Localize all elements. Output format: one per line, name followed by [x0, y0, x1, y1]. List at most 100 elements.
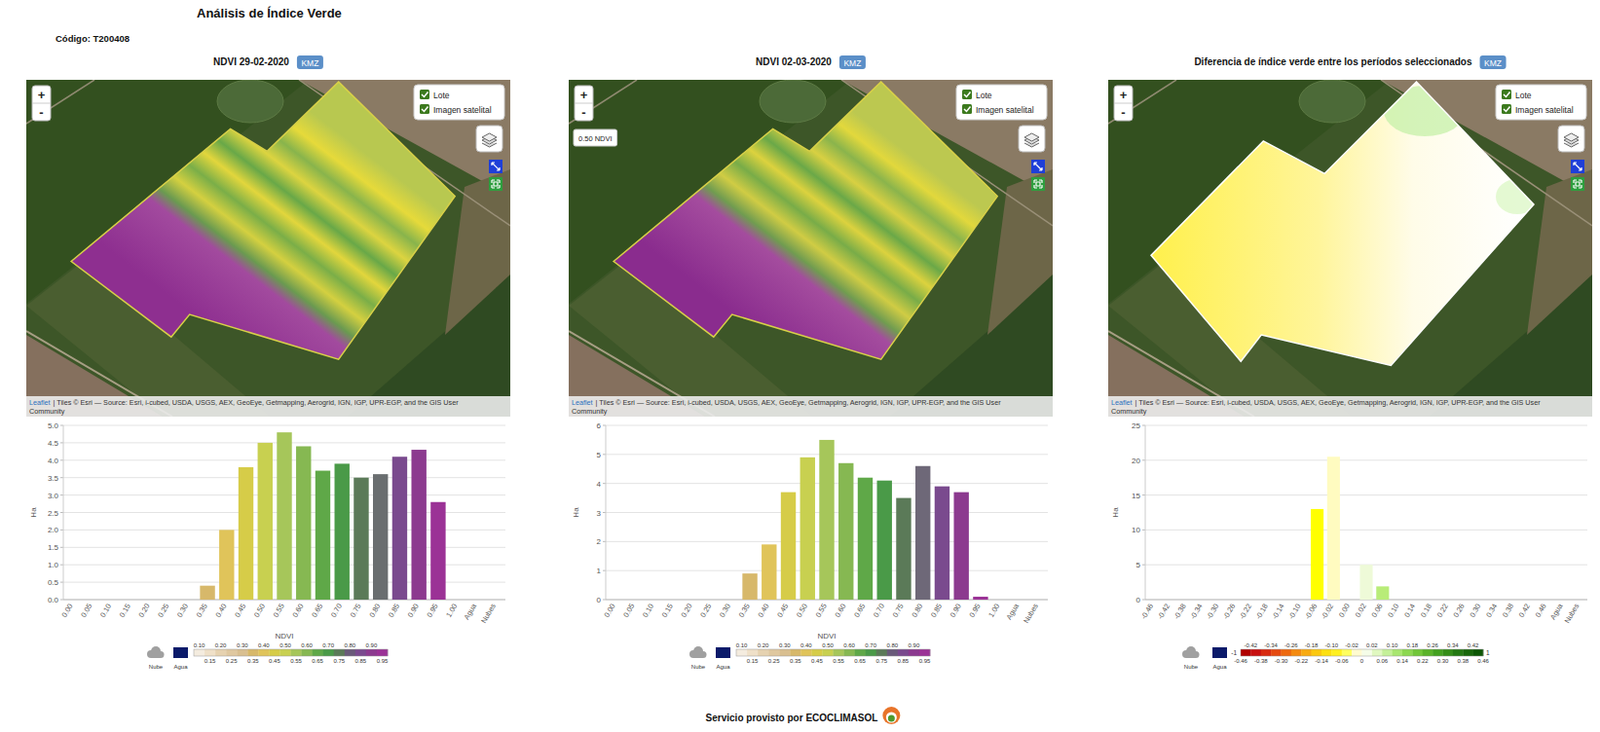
layer-checkbox[interactable]: [962, 89, 972, 100]
tick-label-x: -0.26: [1221, 602, 1237, 622]
logo: [888, 715, 895, 723]
fit-button[interactable]: [1570, 159, 1585, 174]
scale-label: Agua: [715, 664, 731, 670]
scale-label: Agua: [173, 664, 188, 670]
tick-label-x: Agua: [1004, 601, 1022, 622]
logo: [882, 706, 900, 725]
zoom-in[interactable]: +: [580, 87, 589, 103]
fullscreen-button[interactable]: [488, 177, 503, 191]
layer-checkbox[interactable]: [962, 104, 972, 114]
zoom-separator: [574, 103, 594, 105]
scale-swatch: [291, 649, 302, 657]
scale-label: Nube: [1184, 664, 1199, 670]
zoom-out[interactable]: -: [38, 105, 43, 120]
tick-label-y: 4: [596, 480, 602, 489]
layers-button[interactable]: [1018, 125, 1045, 152]
layer-checkbox[interactable]: [1501, 104, 1512, 114]
bar: [142, 599, 157, 601]
attribution-link[interactable]: Leaflet: [1111, 398, 1133, 408]
scale-swatch: [833, 649, 845, 657]
kmz-button[interactable]: [1480, 55, 1507, 70]
scale-label: 0.15: [746, 658, 759, 665]
fullscreen-button[interactable]: [1570, 177, 1585, 191]
tick-label-x: 0.80: [909, 602, 925, 620]
scale-swatch: [1422, 649, 1434, 657]
tick-label-x: 0.25: [698, 602, 713, 620]
layer-label[interactable]: Lote: [975, 90, 993, 101]
scale-label: 0.10: [193, 642, 206, 649]
layer-panel: [1495, 84, 1587, 120]
scale-swatch: [1452, 649, 1464, 657]
scale-label: 0.45: [811, 658, 823, 665]
tick-label-x: 0.75: [891, 602, 906, 620]
tick-label-x: 0.95: [425, 602, 441, 620]
layer-label[interactable]: Lote: [433, 90, 450, 101]
scale-swatch: [204, 649, 216, 657]
layer-label[interactable]: Imagen satelital: [975, 105, 1035, 115]
tick-label-x: 0.10: [98, 602, 113, 620]
layers-button[interactable]: [476, 125, 503, 152]
bars: [1310, 456, 1389, 600]
bar: [1310, 509, 1324, 600]
tick-label-x: Nubes: [479, 601, 498, 625]
fit-icon: [1573, 162, 1582, 171]
fullscreen-icon: [1034, 180, 1042, 188]
layer-checkbox[interactable]: [419, 89, 430, 100]
fullscreen-button[interactable]: [1031, 177, 1045, 191]
tick-label-y: 1.0: [47, 560, 60, 570]
scale-label: Nube: [148, 664, 164, 670]
layers-button[interactable]: [1558, 125, 1585, 152]
zoom-out[interactable]: -: [1120, 105, 1125, 120]
kmz-button[interactable]: [839, 55, 866, 70]
axis-y: [1145, 425, 1147, 600]
fit-button[interactable]: [488, 159, 503, 174]
field-difference: [1151, 81, 1539, 366]
attribution-text: Community: [1111, 407, 1148, 416]
tick-label-y: 5: [1136, 560, 1142, 570]
tick-label-x: 0.35: [194, 602, 210, 620]
kmz-label[interactable]: KMZ: [300, 58, 319, 69]
layer-checkbox[interactable]: [419, 104, 430, 114]
kmz-label[interactable]: KMZ: [843, 58, 861, 69]
tick-label-x: 1.00: [444, 602, 459, 620]
tick-label-y: 3.5: [47, 474, 60, 484]
tick-label-x: -0.30: [1204, 602, 1221, 622]
scale-swatch: [334, 649, 345, 657]
attribution-link[interactable]: Leaflet: [29, 398, 51, 408]
gridline-y: [1145, 529, 1588, 531]
attribution-bar: [568, 396, 1053, 417]
scale-swatch: [736, 649, 747, 657]
kmz-label[interactable]: KMZ: [1484, 58, 1502, 69]
layer-label[interactable]: Imagen satelital: [1515, 105, 1574, 115]
layers-icon: [1024, 133, 1040, 142]
imagery-road: [1108, 79, 1177, 124]
scale-label: 0: [1360, 658, 1365, 665]
tick-label-x: 0.26: [1451, 602, 1467, 620]
zoom-in[interactable]: +: [37, 87, 46, 103]
scale-label: 0.95: [919, 658, 931, 665]
scale-swatch: [768, 649, 780, 657]
tick-label-x: 0.00: [60, 602, 75, 620]
bar: [877, 481, 893, 600]
zoom-in[interactable]: +: [1119, 87, 1128, 103]
layer-label[interactable]: Imagen satelital: [433, 105, 492, 115]
fit-button[interactable]: [1031, 159, 1045, 174]
scale-swatch: [1261, 649, 1272, 657]
bar: [627, 599, 642, 601]
zoom-out[interactable]: -: [581, 105, 586, 120]
tick-label-x: -0.46: [1139, 602, 1155, 622]
scale-swatch: [1250, 649, 1262, 657]
tick-label-y: 15: [1131, 491, 1141, 501]
scale-label: 0.70: [322, 642, 335, 649]
attribution-link[interactable]: Leaflet: [571, 398, 594, 408]
histogram: 0510152025-0.46-0.42-0.38-0.34-0.30-0.26…: [1111, 421, 1588, 626]
tick-label-x: -0.42: [1155, 602, 1172, 622]
scale-swatch: [1341, 649, 1353, 657]
layer-checkbox[interactable]: [1501, 89, 1512, 100]
scale-label: 0.50: [279, 642, 292, 649]
map-imagery: [568, 79, 1053, 417]
layer-label[interactable]: Lote: [1515, 90, 1532, 101]
scale-label: 1: [1486, 649, 1490, 657]
tick-label-x: -0.38: [1171, 602, 1188, 622]
kmz-button[interactable]: [297, 55, 324, 70]
